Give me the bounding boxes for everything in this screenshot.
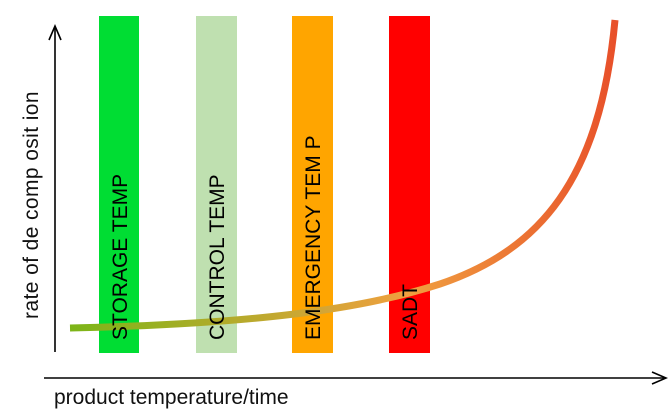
zone-bar-control [196, 16, 237, 353]
x-axis-label: product temperature/time [54, 386, 289, 409]
zone-label-storage: STORAGE TEMP [109, 174, 132, 340]
zone-label-control: CONTROL TEMP [206, 174, 229, 340]
zone-bar-storage [99, 16, 139, 353]
zone-bar-emergency [292, 16, 333, 353]
y-axis-label: rate of de comp osit ion [20, 91, 43, 319]
y-axis-arrowhead [48, 23, 62, 41]
decomposition-curve [69, 19, 619, 332]
zone-label-sadt: SADT [399, 284, 422, 340]
zone-label-emergency: EMERGENCY TEM P [302, 135, 325, 340]
x-axis-arrowhead [651, 371, 668, 385]
